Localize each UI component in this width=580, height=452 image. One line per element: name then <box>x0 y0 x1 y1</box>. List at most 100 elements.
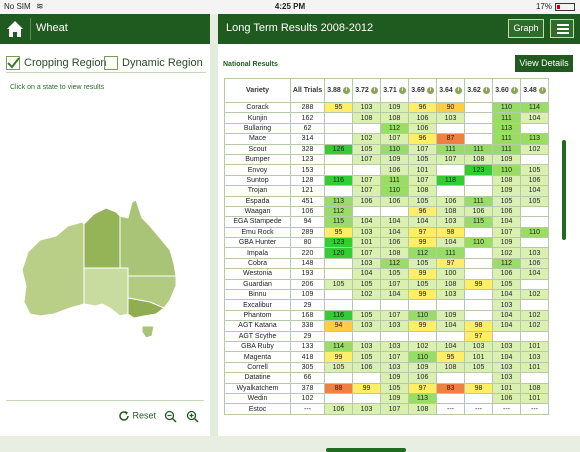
table-row[interactable]: Estoc --- 106 103 107 108 --- --- --- --- <box>224 403 549 415</box>
table-row[interactable]: AGT Katana 338 94 103 103 99 104 98 104 102 <box>224 320 549 332</box>
dynamic-region-option[interactable]: Dynamic Region <box>104 56 203 70</box>
table-row[interactable]: Bumper 123 107 109 105 107 108 109 <box>224 153 549 166</box>
table-row[interactable]: Scout 328 126 105 110 107 111 111 111 102 <box>224 143 549 155</box>
table-row[interactable]: Suntop 128 116 107 111 107 118 108 106 <box>224 174 549 187</box>
yield-cell: 104 <box>352 268 381 280</box>
table-row[interactable]: Espada 451 113 106 106 105 106 111 105 105 <box>224 195 549 207</box>
table-row[interactable]: AGT Scythe 29 97 <box>224 330 549 343</box>
table-row[interactable]: Bullaring 62 112 106 113 <box>224 122 549 135</box>
table-row[interactable]: GBA Ruby 133 114 103 103 102 104 103 103 101 <box>224 340 549 353</box>
yield-cell: 108 <box>436 361 465 374</box>
horizontal-scrollbar[interactable] <box>326 448 406 452</box>
info-icon[interactable]: i <box>398 86 406 94</box>
cropping-region-checkbox[interactable] <box>6 56 20 70</box>
view-details-button[interactable]: View Details <box>515 55 573 72</box>
yield-cell: 105 <box>408 257 437 270</box>
info-icon[interactable]: i <box>510 86 518 94</box>
yield-cell: 116 <box>324 309 353 322</box>
column-header[interactable]: 3.71 i <box>380 78 409 103</box>
yield-cell: 108 <box>464 153 493 166</box>
map-region-qld[interactable] <box>119 199 177 277</box>
yield-cell: 106 <box>520 257 549 270</box>
yield-cell <box>464 268 493 280</box>
yield-cell: 110 <box>492 101 521 114</box>
vertical-scrollbar[interactable] <box>562 140 566 240</box>
yield-cell: 101 <box>492 382 521 394</box>
column-header[interactable]: 3.72 i <box>352 78 381 103</box>
map-region-sa[interactable] <box>83 267 129 317</box>
table-row[interactable]: GBA Hunter 80 123 101 106 99 104 110 109 <box>224 237 549 249</box>
zoom-out-button[interactable] <box>164 410 177 428</box>
info-icon[interactable]: i <box>370 86 378 94</box>
column-header[interactable]: 3.64 i <box>436 78 465 103</box>
map-region-vic[interactable] <box>127 297 165 319</box>
yield-cell: 103 <box>492 361 521 374</box>
yield-cell <box>352 372 381 384</box>
trials-cell: 338 <box>290 320 325 332</box>
yield-cell <box>324 122 353 135</box>
table-row[interactable]: Excalibur 29 103 <box>224 299 549 311</box>
yield-cell: 97 <box>436 257 465 270</box>
table-row[interactable]: Westonia 193 104 105 99 100 106 104 <box>224 268 549 280</box>
trials-cell: 328 <box>290 143 325 155</box>
map-region-wa[interactable] <box>21 221 85 317</box>
table-row[interactable]: Magenta 418 99 105 107 110 95 101 104 103 <box>224 351 549 363</box>
info-icon[interactable]: i <box>482 86 490 94</box>
column-header[interactable]: 3.60 i <box>492 78 521 103</box>
table-row[interactable]: Kunjin 162 108 108 106 103 111 104 <box>224 112 549 124</box>
results-table-container[interactable]: Variety All Trials 3.88 i 3.72 i 3.71 i 3.69 i 3.6… <box>224 78 570 436</box>
reset-button[interactable]: Reset <box>118 410 156 422</box>
dynamic-region-checkbox[interactable] <box>104 56 118 70</box>
map-region-nt[interactable] <box>83 207 121 269</box>
table-row[interactable]: Cobra 148 103 112 105 97 112 106 <box>224 257 549 270</box>
column-header[interactable]: 3.48 i <box>520 78 549 103</box>
map-region-tas[interactable] <box>141 325 155 339</box>
trials-cell: 123 <box>290 153 325 166</box>
panel-gap <box>210 44 218 436</box>
column-header[interactable]: All Trials <box>290 78 325 103</box>
table-row[interactable]: Wedin 102 109 113 106 101 <box>224 392 549 405</box>
table-row[interactable]: Correll 305 105 106 103 109 108 105 103 101 <box>224 361 549 374</box>
info-icon[interactable]: i <box>426 86 434 94</box>
table-row[interactable]: Waagan 106 112 96 108 106 106 <box>224 205 549 218</box>
table-row[interactable]: Wyalkatchem 378 88 99 105 97 83 98 101 108 <box>224 382 549 394</box>
column-header[interactable]: 3.88 i <box>324 78 353 103</box>
table-row[interactable]: Trojan 121 107 110 108 109 104 <box>224 185 549 197</box>
home-button[interactable] <box>4 18 26 40</box>
info-icon[interactable]: i <box>342 86 350 94</box>
table-row[interactable]: Corack 288 95 103 109 96 90 110 114 <box>224 101 549 114</box>
graph-button[interactable]: Graph <box>508 19 544 38</box>
table-row[interactable]: Phantom 168 116 105 107 110 109 104 102 <box>224 309 549 322</box>
cropping-region-option[interactable]: Cropping Region <box>6 56 107 70</box>
table-row[interactable]: Binnu 109 102 104 99 103 104 102 <box>224 289 549 301</box>
info-icon[interactable]: i <box>454 86 462 94</box>
column-header[interactable]: 3.69 i <box>408 78 437 103</box>
column-header[interactable]: 3.62 i <box>464 78 493 103</box>
yield-cell: 108 <box>436 278 465 291</box>
info-icon[interactable]: i <box>538 86 546 94</box>
yield-cell: 102 <box>408 340 437 353</box>
menu-button[interactable] <box>550 19 574 38</box>
table-row[interactable]: EGA Stampede 94 115 104 104 104 103 115 104 <box>224 216 549 228</box>
yield-cell <box>324 330 353 343</box>
table-row[interactable]: Impala 220 120 107 108 112 111 102 103 <box>224 247 549 259</box>
yield-cell <box>464 392 493 405</box>
yield-cell: 95 <box>324 101 353 114</box>
variety-cell: Scout <box>224 143 291 155</box>
table-row[interactable]: Guardian 206 105 105 107 105 108 99 105 <box>224 278 549 291</box>
yield-cell: 103 <box>352 101 381 114</box>
yield-cell: 107 <box>380 133 409 145</box>
yield-cell <box>324 289 353 301</box>
table-row[interactable]: Emu Rock 289 95 103 104 97 98 107 110 <box>224 226 549 239</box>
yield-cell: 107 <box>436 153 465 166</box>
yield-cell: 105 <box>520 164 549 176</box>
yield-cell: 99 <box>324 351 353 363</box>
zoom-in-button[interactable] <box>186 410 199 428</box>
table-row[interactable]: Envoy 153 106 101 123 110 105 <box>224 164 549 176</box>
table-row[interactable]: Datatine 66 109 106 103 <box>224 372 549 384</box>
variety-cell: Excalibur <box>224 299 291 311</box>
menu-icon-bar <box>557 28 569 30</box>
yield-cell: 103 <box>352 340 381 353</box>
column-header-label: 3.69 <box>411 87 425 94</box>
table-row[interactable]: Mace 314 102 107 96 87 111 113 <box>224 133 549 145</box>
